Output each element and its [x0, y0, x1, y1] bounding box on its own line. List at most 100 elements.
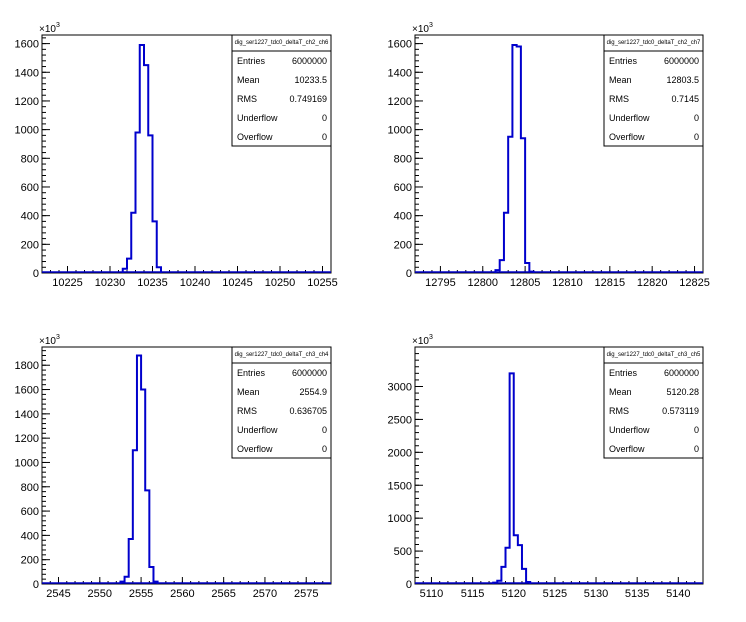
- x-tick-label: 2560: [170, 588, 194, 600]
- y-tick-label: 1600: [388, 39, 412, 51]
- stat-value: 0.636705: [289, 406, 327, 416]
- y-tick-label: 1400: [388, 67, 412, 79]
- y-tick-label: 400: [21, 530, 39, 542]
- x-tick-label: 12800: [467, 277, 498, 289]
- stat-key: Underflow: [237, 113, 278, 123]
- y-tick-label: 1000: [15, 125, 39, 137]
- y-tick-label: 800: [21, 153, 39, 165]
- histogram-outline: [121, 44, 162, 273]
- histogram-outline: [492, 372, 532, 584]
- stat-key: Entries: [237, 368, 266, 378]
- x-tick-label: 12810: [552, 277, 583, 289]
- y-tick-label: 400: [394, 211, 412, 223]
- y-tick-label: 600: [21, 182, 39, 194]
- stats-title: dig_ser1227_tdc0_deltaT_ch3_ch4: [235, 352, 329, 358]
- y-tick-label: 1000: [388, 513, 412, 525]
- x-tick-label: 5125: [543, 588, 567, 600]
- stat-key: Overflow: [609, 132, 645, 142]
- stat-key: Mean: [609, 75, 632, 85]
- y-tick-label: 2000: [388, 447, 412, 459]
- stat-value: 12803.5: [666, 75, 699, 85]
- stat-value: 0: [322, 132, 327, 142]
- x-tick-label: 5130: [584, 588, 608, 600]
- y-tick-label: 0: [406, 268, 412, 280]
- stats-box: dig_ser1227_tdc0_deltaT_ch2_ch7 Entries 60…: [603, 34, 704, 147]
- stat-value: 0.7145: [671, 94, 699, 104]
- stats-box-frame: [231, 346, 332, 459]
- histogram-panel-3: 2545 2550 2555 2560 2565 2570 2575 0 200 400 600 80…: [15, 334, 332, 600]
- y-tick-label: 1500: [388, 480, 412, 492]
- y-tick-label: 1600: [15, 385, 39, 397]
- stat-value: 0: [694, 444, 699, 454]
- x-tick-label: 5110: [420, 588, 444, 600]
- x-tick-label: 10225: [52, 277, 83, 289]
- y-tick-label: 600: [21, 506, 39, 518]
- stat-value: 0: [322, 113, 327, 123]
- y-tick-label: 1600: [15, 39, 39, 51]
- stat-key: Overflow: [237, 132, 273, 142]
- y-tick-label: 500: [394, 546, 412, 558]
- x-tick-label: 5115: [461, 588, 485, 600]
- x-tick-label: 5120: [502, 588, 526, 600]
- y-tick-label: 3000: [388, 382, 412, 394]
- histogram-panel-4: 5110 5115 5120 5125 5130 5135 5140 0 500 1000 1500…: [388, 334, 704, 600]
- stats-title: dig_ser1227_tdc0_deltaT_ch2_ch7: [607, 40, 701, 46]
- stats-box: dig_ser1227_tdc0_deltaT_ch3_ch4 Entries 60…: [231, 346, 332, 459]
- y-tick-label: 200: [21, 555, 39, 567]
- x-tick-label: 10230: [95, 277, 126, 289]
- y-tick-label: 1400: [15, 409, 39, 421]
- stat-key: RMS: [609, 94, 629, 104]
- y-tick-label: 1400: [15, 67, 39, 79]
- y-tick-label: 1200: [15, 96, 39, 108]
- y-tick-label: 1000: [15, 457, 39, 469]
- stat-key: Underflow: [609, 425, 650, 435]
- y-tick-label: 1200: [388, 96, 412, 108]
- y-exponent-power: 3: [56, 334, 60, 341]
- x-tick-label: 2550: [88, 588, 112, 600]
- y-exponent-power: 3: [429, 22, 433, 29]
- stat-key: Mean: [609, 387, 632, 397]
- stat-key: RMS: [237, 94, 257, 104]
- x-tick-label: 2570: [253, 588, 277, 600]
- stats-box: dig_ser1227_tdc0_deltaT_ch2_ch6 Entries 60…: [231, 34, 332, 147]
- stats-box-frame: [231, 34, 332, 147]
- stat-key: Entries: [609, 368, 638, 378]
- stat-key: Underflow: [237, 425, 278, 435]
- x-tick-label: 5135: [625, 588, 649, 600]
- stat-value: 6000000: [292, 368, 327, 378]
- stat-key: Mean: [237, 75, 260, 85]
- y-exponent-power: 3: [429, 334, 433, 341]
- stat-value: 10233.5: [294, 75, 327, 85]
- y-tick-label: 600: [394, 182, 412, 194]
- y-tick-label: 1200: [15, 433, 39, 445]
- stat-value: 6000000: [664, 56, 699, 66]
- y-tick-label: 1800: [15, 360, 39, 372]
- x-tick-label: 12815: [595, 277, 626, 289]
- stat-key: Overflow: [237, 444, 273, 454]
- y-tick-label: 400: [21, 211, 39, 223]
- stats-title: dig_ser1227_tdc0_deltaT_ch3_ch5: [607, 352, 701, 358]
- x-tick-label: 12825: [679, 277, 710, 289]
- stats-title: dig_ser1227_tdc0_deltaT_ch2_ch6: [235, 40, 329, 46]
- stat-value: 6000000: [664, 368, 699, 378]
- y-exponent-power: 3: [56, 22, 60, 29]
- x-tick-label: 2545: [46, 588, 70, 600]
- stat-value: 5120.28: [666, 387, 699, 397]
- x-tick-label: 12820: [637, 277, 668, 289]
- x-tick-label: 10245: [222, 277, 253, 289]
- plot-frame: [41, 346, 332, 585]
- stat-key: Overflow: [609, 444, 645, 454]
- stats-box: dig_ser1227_tdc0_deltaT_ch3_ch5 Entries 60…: [603, 346, 704, 459]
- y-tick-label: 200: [394, 239, 412, 251]
- stats-box-frame: [603, 34, 704, 147]
- stat-key: Entries: [237, 56, 266, 66]
- stat-value: 0.573119: [662, 406, 699, 416]
- stat-value: 6000000: [292, 56, 327, 66]
- y-tick-label: 1000: [388, 125, 412, 137]
- y-tick-label: 0: [33, 579, 39, 591]
- stat-key: Entries: [609, 56, 638, 66]
- histogram-outline: [119, 354, 159, 584]
- y-tick-label: 2500: [388, 414, 412, 426]
- stats-box-frame: [603, 346, 704, 459]
